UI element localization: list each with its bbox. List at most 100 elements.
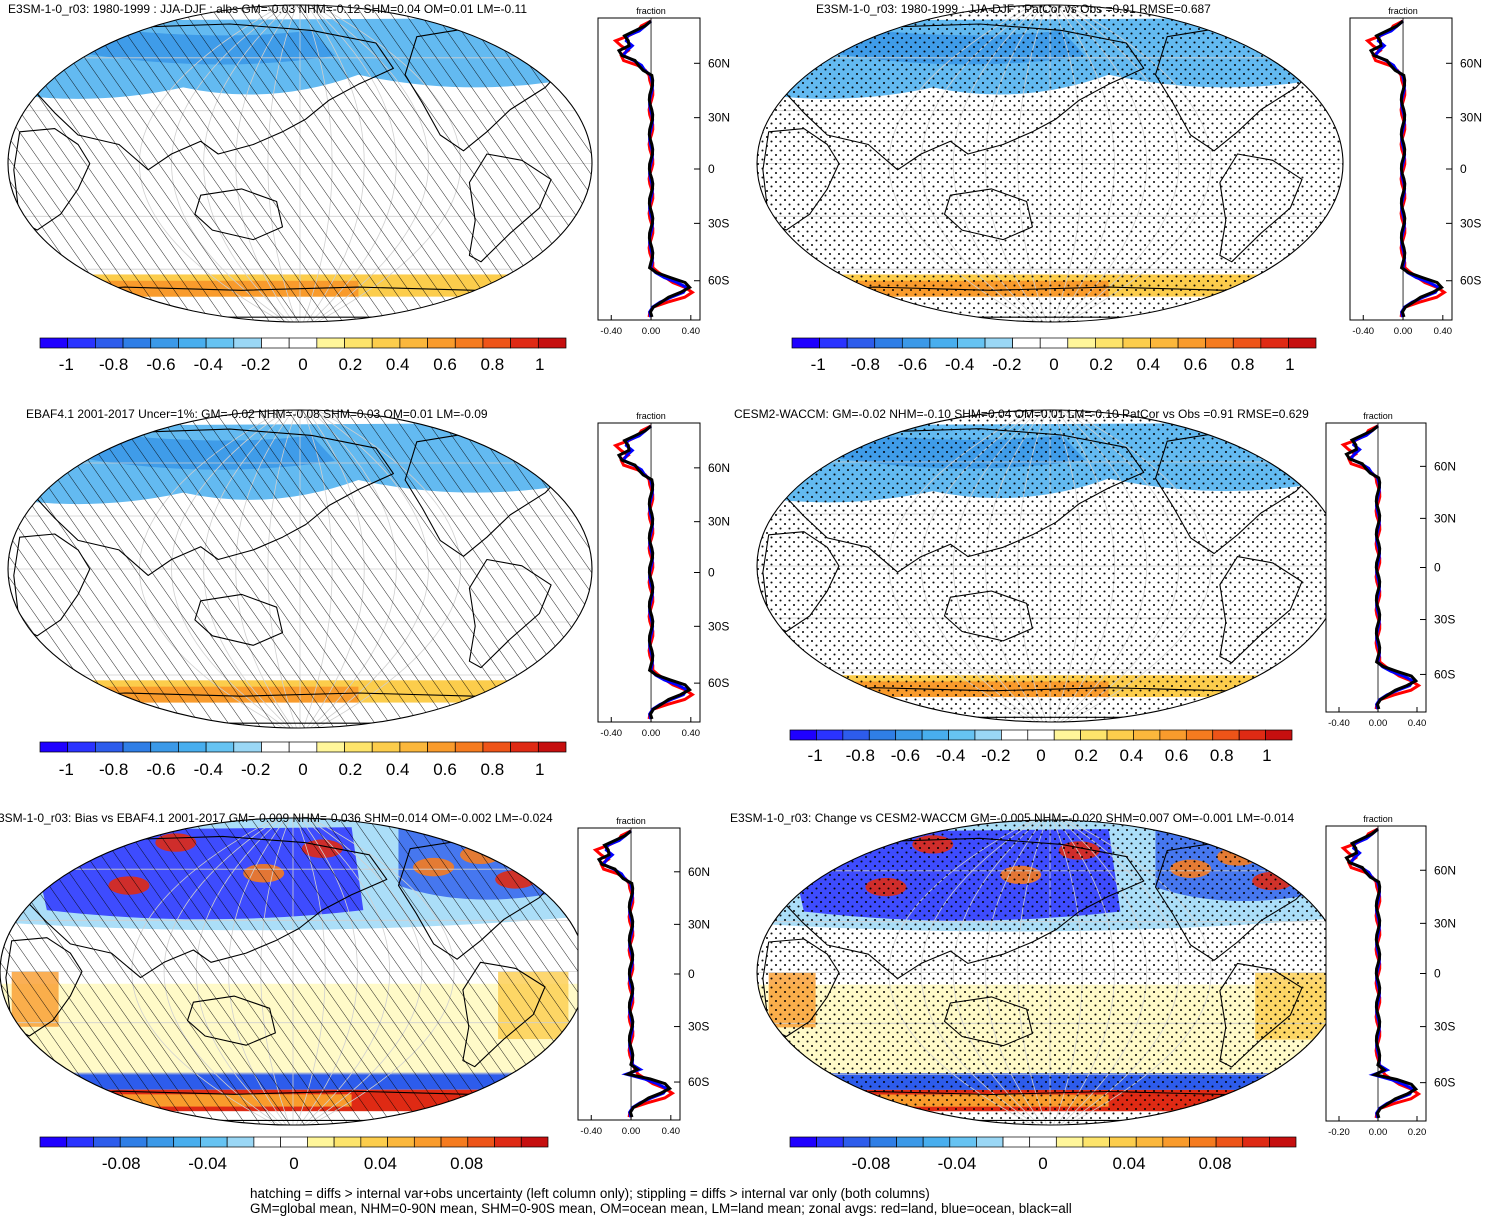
colorbar-cell	[869, 1136, 897, 1148]
colorbar-label: 1	[1285, 355, 1294, 374]
colorbar-cell	[1133, 729, 1161, 741]
colorbar-label: 1	[1262, 746, 1271, 765]
colorbar-cell	[467, 1136, 495, 1148]
x-tick-label: 0.00	[622, 1126, 641, 1137]
colorbar-label: 0.04	[364, 1154, 397, 1173]
x-tick-label: 0.40	[1408, 718, 1427, 729]
colorbar-cell	[1185, 729, 1214, 741]
colorbar-cell	[205, 337, 235, 349]
colorbar-label: 0.4	[386, 760, 410, 779]
colorbar-cell	[371, 741, 401, 753]
coastline-samerica	[462, 961, 546, 1068]
colorbar-cell	[895, 729, 923, 741]
x-tick-label: 0.00	[1394, 326, 1413, 337]
colorbar-label: -0.8	[846, 746, 875, 765]
colorbar-cell	[901, 337, 931, 349]
colorbar-p1: -1 -0.8 -0.6 -0.4 -0.2 0 0.2 0.4 0.6 0.8 1	[39, 337, 567, 374]
zonal-plot-p5: fraction 60N 30N 0 30S 60S -0.40 0.00 0.40	[577, 816, 710, 1137]
zonal-curve-all	[596, 829, 673, 1118]
colorbar-p3: -1 -0.8 -0.6 -0.4 -0.2 0 0.2 0.4 0.6 0.8 1	[39, 741, 567, 779]
colorbar-cell	[984, 337, 1013, 349]
colorbar-cell	[1080, 729, 1108, 741]
colorbar-label: -0.6	[898, 355, 927, 374]
colorbar-cell	[922, 1136, 951, 1148]
colorbar-label: -0.04	[938, 1154, 977, 1173]
hatch-overlay	[8, 5, 592, 322]
colorbar-cell	[948, 729, 976, 741]
colorbar-cell	[1288, 337, 1317, 349]
colorbar-cell	[39, 1136, 68, 1148]
colorbar-cell	[119, 1136, 148, 1148]
colorbar-cell	[67, 337, 96, 349]
colorbar-cell	[816, 1136, 844, 1148]
colorbar-cell	[976, 1136, 1004, 1148]
colorbar-label: 0	[289, 1154, 298, 1173]
colorbar-label: 0.6	[433, 355, 457, 374]
colorbar-label: 0	[298, 760, 307, 779]
colorbar-cell	[510, 337, 539, 349]
colorbar-cell	[344, 337, 373, 349]
colorbar-cell	[1269, 1136, 1297, 1148]
colorbar-label: -0.8	[851, 355, 880, 374]
colorbar-label: -1	[59, 760, 74, 779]
lat-tick-label: 30N	[688, 917, 710, 931]
zonal-plot-p3: fraction 60N 30N 0 30S 60S -0.40 0.00 0.40	[597, 411, 730, 739]
colorbar-cell	[819, 337, 848, 349]
zonal-axis-title: fraction	[636, 411, 666, 421]
colorbar-cell	[66, 1136, 94, 1148]
coastline-eurasia	[24, 23, 394, 171]
lat-tick-label: 60N	[708, 56, 730, 70]
colorbar-cell	[93, 1136, 121, 1148]
lat-tick-label: 30S	[688, 1020, 709, 1034]
map-p4	[756, 409, 1344, 723]
colorbar-label: 0.2	[1074, 746, 1098, 765]
coastline-samerica	[1219, 556, 1303, 664]
map-outline	[7, 409, 593, 729]
coastline-eurasia	[24, 428, 394, 576]
x-tick-label: -0.40	[1328, 718, 1350, 729]
colorbar-cell	[1053, 729, 1081, 741]
colorbar-cell	[1212, 729, 1240, 741]
colorbar-label: 0.2	[339, 760, 363, 779]
colorbar-p5: -0.08 -0.04 0 0.04 0.08	[39, 1136, 549, 1173]
map-p6	[756, 819, 1344, 1126]
colorbar-label: -0.6	[146, 355, 175, 374]
colorbar-label: 0	[1036, 746, 1045, 765]
colorbar-cell	[874, 337, 903, 349]
colorbar-cell	[1106, 729, 1134, 741]
lat-tick-label: 60S	[1460, 274, 1481, 288]
lat-tick-label: 60N	[708, 461, 730, 475]
colorbar-label: 0.8	[481, 355, 505, 374]
colorbar-cell	[1260, 337, 1289, 349]
colorbar-cell	[537, 741, 567, 753]
colorbar-cell	[316, 741, 345, 753]
colorbar-label: 0	[1038, 1154, 1047, 1173]
colorbar-label: -0.08	[102, 1154, 141, 1173]
colorbar-label: 0.08	[1198, 1154, 1231, 1173]
lat-tick-label: 60N	[1434, 459, 1456, 473]
colorbar-cell	[1002, 1136, 1031, 1148]
colorbar-label: -0.08	[852, 1154, 891, 1173]
coastline-australia	[943, 188, 1033, 241]
colorbar-cell	[205, 741, 235, 753]
colorbar-cell	[307, 1136, 335, 1148]
x-tick-label: -0.40	[600, 326, 622, 337]
stipple-overlay	[757, 410, 1343, 722]
colorbar-label: -0.2	[981, 746, 1010, 765]
colorbar-cell	[226, 1136, 255, 1148]
colorbar-cell	[122, 741, 152, 753]
zonal-axis-title: fraction	[1388, 6, 1418, 16]
map-p5	[0, 817, 587, 1126]
coastline-australia	[943, 996, 1033, 1047]
colorbar-label: 0.4	[1136, 355, 1160, 374]
colorbar-cell	[280, 1136, 308, 1148]
lat-tick-label: 30N	[1434, 511, 1456, 525]
colorbar-cell	[1177, 337, 1207, 349]
colorbar-cell	[1150, 337, 1179, 349]
lat-tick-label: 60N	[1460, 56, 1482, 70]
map-p3	[7, 409, 593, 729]
map-p2	[756, 4, 1344, 323]
lat-tick-label: 60N	[1434, 863, 1456, 877]
colorbar-cell	[537, 337, 567, 349]
